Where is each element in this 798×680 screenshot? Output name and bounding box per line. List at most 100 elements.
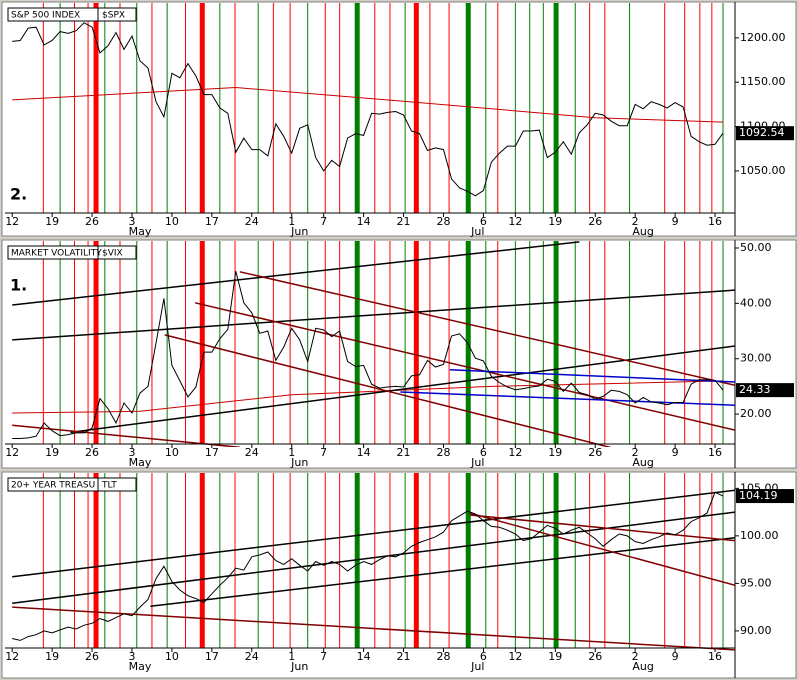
month-label: May	[129, 660, 152, 673]
x-tick-label: 3	[128, 446, 135, 459]
legend-title: MARKET VOLATILITY	[11, 249, 102, 259]
panel	[1, 471, 797, 679]
x-tick-label: 19	[45, 215, 59, 228]
legend: S&P 500 INDEX $SPX	[7, 7, 137, 22]
x-tick-label: 10	[165, 215, 179, 228]
x-tick-label: 19	[45, 446, 59, 459]
plot-area	[12, 473, 735, 651]
x-tick-label: 24	[245, 650, 259, 663]
y-tick-label: 40.00	[740, 296, 772, 309]
legend-box	[7, 477, 137, 492]
x-tick-label: 24	[245, 446, 259, 459]
x-tick-label: 2	[632, 650, 639, 663]
x-tick-label: 24	[245, 215, 259, 228]
x-tick-label: 12	[5, 215, 19, 228]
x-tick-label: 17	[205, 650, 219, 663]
panel	[1, 1, 797, 237]
month-label: Jul	[470, 225, 484, 238]
legend: 20+ YEAR TREASU TLT	[7, 477, 137, 492]
last-value: 24.33	[739, 383, 771, 396]
y-tick-label: 90.00	[740, 624, 772, 637]
x-tick-label: 26	[85, 215, 99, 228]
x-tick-label: 9	[672, 215, 679, 228]
x-tick-label: 28	[436, 446, 450, 459]
price-line	[12, 22, 724, 197]
last-value: 104.19	[739, 489, 778, 502]
month-label: Aug	[632, 225, 653, 238]
x-tick-label: 6	[480, 446, 487, 459]
x-tick-label: 21	[397, 446, 411, 459]
month-label: Jun	[290, 225, 308, 238]
legend: MARKET VOLATILITY $VIX	[7, 245, 137, 260]
legend-title: 20+ YEAR TREASU	[11, 481, 95, 491]
trendline	[12, 511, 735, 605]
x-tick-label: 14	[357, 215, 371, 228]
x-tick-label: 19	[548, 446, 562, 459]
trendline	[164, 334, 612, 447]
plot-area	[12, 3, 724, 213]
x-tick-label: 3	[128, 215, 135, 228]
x-tick-label: 17	[205, 215, 219, 228]
legend-symbol: $VIX	[102, 249, 123, 259]
x-tick-label: 26	[85, 446, 99, 459]
trendline	[469, 512, 735, 587]
x-tick-label: 2	[632, 215, 639, 228]
price-line	[12, 491, 724, 641]
x-tick-label: 28	[436, 650, 450, 663]
x-tick-label: 12	[508, 215, 522, 228]
last-value-box	[736, 383, 794, 398]
y-tick-label: 1150.00	[740, 75, 786, 88]
last-value-box	[736, 489, 794, 504]
x-tick-label: 14	[357, 446, 371, 459]
x-tick-label: 14	[357, 650, 371, 663]
legend-box	[7, 245, 137, 260]
panel-label: 2.	[10, 185, 27, 204]
y-tick-label: 100.00	[740, 529, 779, 542]
last-value: 1092.54	[739, 126, 785, 139]
trendline	[469, 514, 735, 542]
x-tick-label: 16	[708, 215, 722, 228]
trendline	[12, 289, 735, 341]
x-tick-label: 16	[708, 446, 722, 459]
month-label: Jul	[470, 456, 484, 469]
legend-symbol: $SPX	[102, 11, 125, 21]
legend-symbol: TLT	[101, 481, 117, 491]
plot-area	[12, 241, 735, 447]
y-tick-label: 1050.00	[740, 164, 786, 177]
trendline	[194, 302, 735, 431]
x-tick-label: 12	[5, 650, 19, 663]
x-tick-label: 2	[632, 446, 639, 459]
x-tick-label: 21	[397, 650, 411, 663]
trendline	[150, 537, 735, 607]
month-label: May	[129, 225, 152, 238]
trendline	[239, 271, 735, 387]
x-tick-label: 9	[672, 650, 679, 663]
x-tick-label: 7	[320, 650, 327, 663]
x-tick-label: 1	[288, 215, 295, 228]
x-tick-label: 9	[672, 446, 679, 459]
moving-average	[12, 380, 724, 414]
x-tick-label: 28	[436, 215, 450, 228]
panel	[1, 239, 797, 469]
y-tick-label: 20.00	[740, 407, 772, 420]
y-tick-label: 95.00	[740, 576, 772, 589]
trendline	[12, 489, 735, 578]
panel-label: 1.	[10, 276, 27, 295]
x-tick-label: 10	[165, 650, 179, 663]
x-tick-label: 19	[548, 650, 562, 663]
trendline	[449, 369, 735, 383]
legend-box	[7, 7, 137, 22]
x-tick-label: 26	[588, 215, 602, 228]
x-tick-label: 6	[480, 215, 487, 228]
x-tick-label: 7	[320, 215, 327, 228]
x-tick-label: 21	[397, 215, 411, 228]
trendline	[12, 606, 735, 651]
last-value-box	[736, 126, 794, 141]
x-tick-label: 10	[165, 446, 179, 459]
x-tick-label: 12	[5, 446, 19, 459]
x-tick-label: 6	[480, 650, 487, 663]
x-tick-label: 26	[588, 446, 602, 459]
x-tick-label: 26	[588, 650, 602, 663]
